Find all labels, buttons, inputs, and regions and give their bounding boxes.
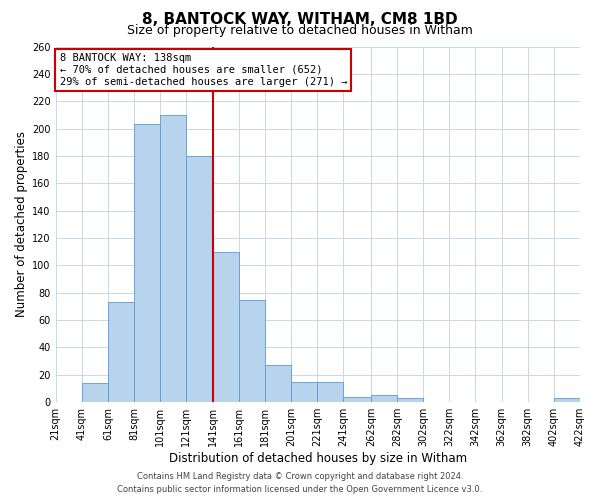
X-axis label: Distribution of detached houses by size in Witham: Distribution of detached houses by size … — [169, 452, 467, 465]
Bar — [239, 300, 265, 402]
Y-axis label: Number of detached properties: Number of detached properties — [15, 132, 28, 318]
Bar — [397, 398, 423, 402]
Text: Contains HM Land Registry data © Crown copyright and database right 2024.
Contai: Contains HM Land Registry data © Crown c… — [118, 472, 482, 494]
Bar — [187, 156, 212, 402]
Bar — [160, 115, 187, 402]
Text: Size of property relative to detached houses in Witham: Size of property relative to detached ho… — [127, 24, 473, 37]
Bar — [134, 124, 160, 402]
Bar — [291, 382, 317, 402]
Bar — [82, 383, 108, 402]
Text: 8, BANTOCK WAY, WITHAM, CM8 1BD: 8, BANTOCK WAY, WITHAM, CM8 1BD — [142, 12, 458, 26]
Bar — [108, 302, 134, 402]
Bar — [343, 396, 371, 402]
Bar — [212, 252, 239, 402]
Bar — [371, 396, 397, 402]
Bar — [265, 366, 291, 402]
Bar — [317, 382, 343, 402]
Bar — [554, 398, 580, 402]
Text: 8 BANTOCK WAY: 138sqm
← 70% of detached houses are smaller (652)
29% of semi-det: 8 BANTOCK WAY: 138sqm ← 70% of detached … — [59, 54, 347, 86]
